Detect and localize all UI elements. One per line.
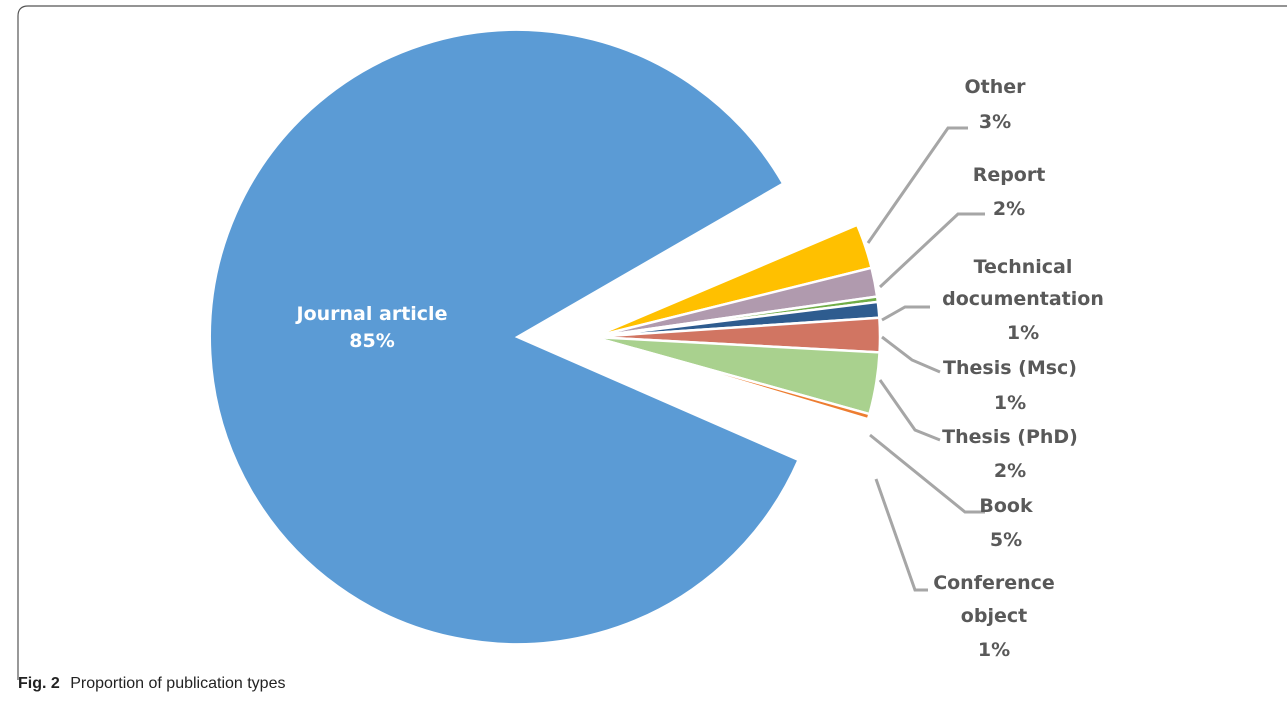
slice-label-conference-object: object xyxy=(961,605,1027,627)
pie-slice-conference-object xyxy=(592,335,871,421)
slice-value-journal-article: 85% xyxy=(349,330,394,352)
slice-value-thesis-msc: 1% xyxy=(994,392,1026,414)
leader-line-report xyxy=(878,212,985,289)
caption-text: Proportion of publication types xyxy=(70,675,286,692)
slice-label-thesis-phd: Thesis (PhD) xyxy=(942,426,1078,448)
leader-line-other xyxy=(866,126,968,244)
slice-value-technical-documentation: 1% xyxy=(1007,322,1039,344)
leader-line-thesis-phd xyxy=(878,379,941,442)
leader-line-thesis-msc xyxy=(881,335,941,374)
slice-label-thesis-msc: Thesis (Msc) xyxy=(943,357,1077,379)
figure-caption: Fig. 2 Proportion of publication types xyxy=(18,675,285,693)
caption-label: Fig. 2 xyxy=(18,675,60,692)
slice-value-other: 3% xyxy=(979,111,1011,133)
slice-label-book: Book xyxy=(979,495,1033,517)
slice-label-report: Report xyxy=(973,164,1046,186)
pie-slice-journal-article xyxy=(209,29,800,645)
leader-line-technical-documentation xyxy=(881,305,930,322)
slice-value-book: 5% xyxy=(990,529,1022,551)
slice-label-journal-article: Journal article xyxy=(295,303,448,325)
slice-label-technical-documentation: Technical xyxy=(974,256,1073,278)
slice-value-thesis-phd: 2% xyxy=(994,460,1026,482)
slice-value-report: 2% xyxy=(993,198,1025,220)
leader-line-conference-object xyxy=(874,478,928,592)
slice-value-conference-object: 1% xyxy=(978,639,1010,661)
slice-label-conference-object: Conference xyxy=(933,572,1055,594)
slice-label-other: Other xyxy=(964,76,1026,98)
figure-border xyxy=(17,5,1287,680)
leader-line-book xyxy=(869,433,985,514)
slice-label-technical-documentation: documentation xyxy=(942,288,1104,310)
